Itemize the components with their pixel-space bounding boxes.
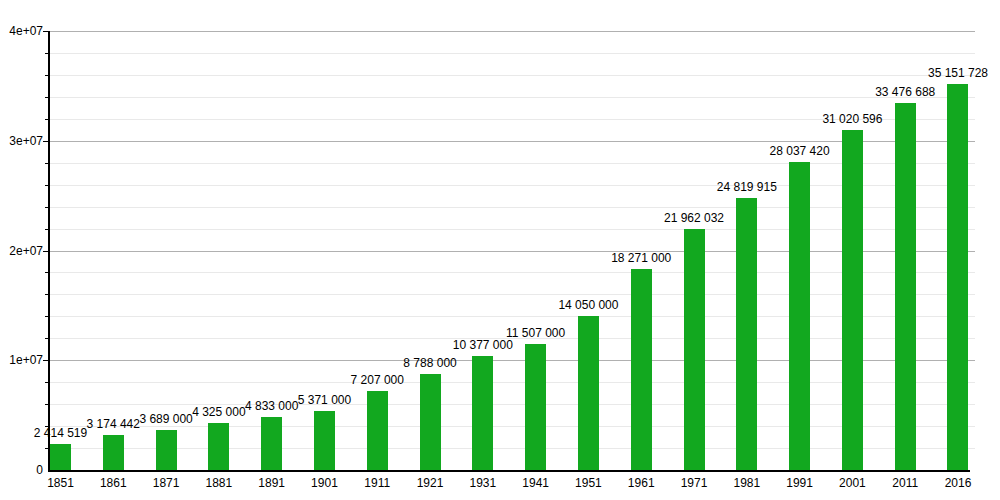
bar bbox=[789, 162, 810, 470]
x-tick-label: 1921 bbox=[400, 476, 460, 490]
minor-gridline bbox=[49, 53, 975, 54]
x-tick-label: 2016 bbox=[928, 476, 988, 490]
minor-gridline bbox=[49, 316, 975, 317]
minor-gridline bbox=[49, 185, 975, 186]
bar bbox=[261, 417, 282, 470]
y-tick-label: 3e+07 bbox=[0, 134, 43, 148]
minor-gridline bbox=[49, 294, 975, 295]
x-tick-label: 1941 bbox=[506, 476, 566, 490]
minor-gridline bbox=[49, 207, 975, 208]
bar bbox=[736, 198, 757, 470]
major-gridline bbox=[49, 141, 975, 142]
bar bbox=[156, 430, 177, 470]
x-tick-label: 1961 bbox=[611, 476, 671, 490]
x-tick-label: 2011 bbox=[875, 476, 935, 490]
bar bbox=[472, 356, 493, 470]
x-tick-label: 1861 bbox=[83, 476, 143, 490]
bar bbox=[208, 423, 229, 470]
bar bbox=[314, 411, 335, 470]
y-tick-label: 4e+07 bbox=[0, 24, 43, 38]
bar bbox=[103, 435, 124, 470]
x-tick-label: 1851 bbox=[31, 476, 91, 490]
bar bbox=[420, 374, 441, 470]
x-tick-label: 1881 bbox=[189, 476, 249, 490]
bar bbox=[947, 84, 968, 470]
x-axis-line bbox=[48, 470, 970, 472]
y-axis-line bbox=[48, 31, 50, 472]
bar bbox=[525, 344, 546, 470]
minor-gridline bbox=[49, 426, 975, 427]
minor-gridline bbox=[49, 382, 975, 383]
x-tick-label: 1891 bbox=[242, 476, 302, 490]
x-tick-label: 2001 bbox=[822, 476, 882, 490]
x-tick-label: 1871 bbox=[136, 476, 196, 490]
bar bbox=[578, 316, 599, 470]
y-tick-label: 2e+07 bbox=[0, 244, 43, 258]
bar-value-label: 35 151 728 bbox=[888, 66, 1000, 80]
bar bbox=[895, 103, 916, 470]
major-gridline bbox=[49, 31, 975, 32]
minor-gridline bbox=[49, 75, 975, 76]
minor-gridline bbox=[49, 448, 975, 449]
bar bbox=[631, 269, 652, 470]
x-tick-label: 1981 bbox=[717, 476, 777, 490]
minor-gridline bbox=[49, 163, 975, 164]
bar bbox=[367, 391, 388, 470]
population-bar-chart: 01e+072e+073e+074e+072 414 51918513 174 … bbox=[0, 0, 1000, 500]
x-tick-label: 1951 bbox=[558, 476, 618, 490]
bar bbox=[842, 130, 863, 470]
x-tick-label: 1911 bbox=[347, 476, 407, 490]
y-tick-label: 0 bbox=[0, 463, 43, 477]
minor-gridline bbox=[49, 229, 975, 230]
x-tick-label: 1931 bbox=[453, 476, 513, 490]
major-gridline bbox=[49, 360, 975, 361]
y-tick-label: 1e+07 bbox=[0, 353, 43, 367]
major-gridline bbox=[49, 251, 975, 252]
x-tick-label: 1901 bbox=[294, 476, 354, 490]
bar bbox=[684, 229, 705, 470]
bar bbox=[50, 444, 71, 470]
x-tick-label: 1991 bbox=[770, 476, 830, 490]
minor-gridline bbox=[49, 272, 975, 273]
x-tick-label: 1971 bbox=[664, 476, 724, 490]
